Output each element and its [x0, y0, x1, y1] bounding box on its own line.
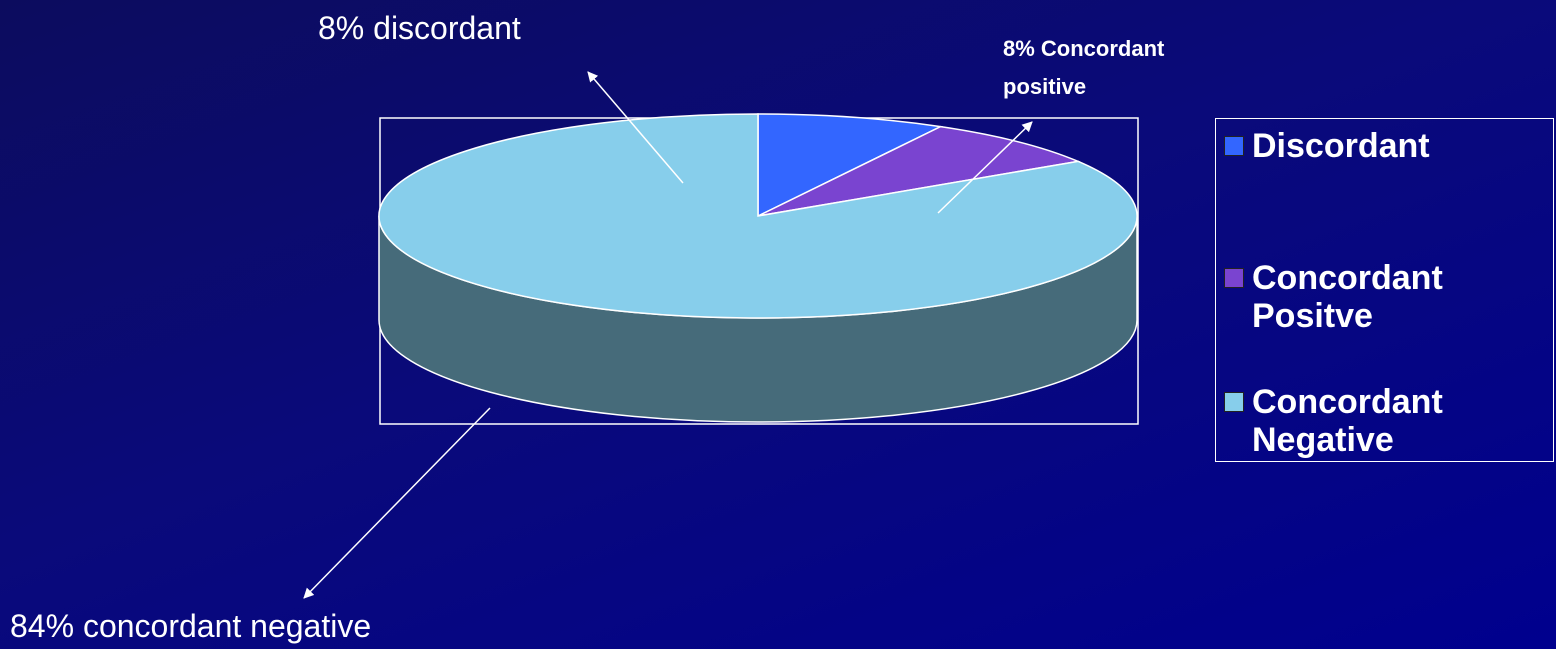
- leader-line: [303, 407, 491, 599]
- legend: Discordant Concordant Positve Concordant N…: [1215, 118, 1554, 462]
- pie-slice: [757, 125, 1081, 217]
- legend-label: Discordant: [1252, 127, 1430, 165]
- legend-swatch: [1224, 268, 1244, 288]
- pie-slice: [757, 113, 944, 218]
- data-label: 8% discordant: [318, 10, 521, 46]
- legend-label: Concordant Positve: [1252, 259, 1443, 335]
- leader-line: [587, 71, 684, 184]
- pie: [378, 113, 1138, 423]
- leader-line: [937, 121, 1033, 214]
- legend-swatch: [1224, 136, 1244, 156]
- data-label: 8% Concordant positive: [1003, 36, 1165, 99]
- data-label: 84% concordant negative: [10, 608, 372, 644]
- legend-label: Concordant Negative: [1252, 383, 1443, 459]
- legend-swatch: [1224, 392, 1244, 412]
- pie-slice: [378, 113, 1138, 319]
